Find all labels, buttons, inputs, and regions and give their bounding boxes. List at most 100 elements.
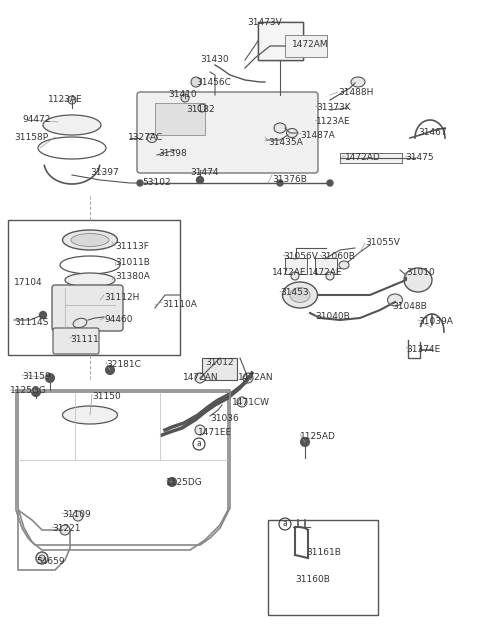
Ellipse shape: [404, 268, 432, 292]
Text: 31380A: 31380A: [115, 272, 150, 281]
Text: 1472AD: 1472AD: [345, 153, 381, 162]
Text: 1472AN: 1472AN: [183, 373, 218, 382]
Text: 31012: 31012: [205, 358, 234, 367]
Bar: [8, 220, 180, 355]
Bar: [258, 22, 303, 60]
Text: 1125DG: 1125DG: [166, 478, 203, 487]
Circle shape: [277, 180, 283, 186]
Ellipse shape: [351, 77, 365, 87]
Text: 1472AM: 1472AM: [292, 40, 329, 49]
Text: 31475: 31475: [405, 153, 433, 162]
Text: 31182: 31182: [186, 105, 215, 114]
Text: 31112H: 31112H: [104, 293, 139, 302]
Circle shape: [36, 552, 48, 564]
Text: 31159: 31159: [22, 372, 51, 381]
FancyBboxPatch shape: [53, 328, 99, 354]
Circle shape: [46, 374, 55, 383]
Text: 31374E: 31374E: [406, 345, 440, 354]
Text: 1472AE: 1472AE: [308, 268, 343, 277]
Circle shape: [60, 525, 70, 535]
Text: 53102: 53102: [142, 178, 170, 187]
Circle shape: [196, 177, 204, 184]
Circle shape: [291, 272, 299, 280]
Ellipse shape: [339, 261, 349, 269]
Text: 31410: 31410: [168, 90, 197, 99]
Text: 31474: 31474: [190, 168, 218, 177]
Text: a: a: [283, 519, 288, 528]
Text: 94460: 94460: [104, 315, 132, 324]
Text: 31158P: 31158P: [14, 133, 48, 142]
Bar: [155, 103, 205, 135]
Circle shape: [243, 373, 253, 383]
Ellipse shape: [65, 273, 115, 287]
Circle shape: [106, 365, 115, 374]
Text: 31456C: 31456C: [196, 78, 231, 87]
Text: 31373K: 31373K: [316, 103, 350, 112]
Ellipse shape: [283, 282, 317, 308]
Circle shape: [39, 311, 47, 318]
FancyBboxPatch shape: [137, 92, 318, 173]
Text: 54659: 54659: [36, 557, 65, 566]
Text: 31111: 31111: [70, 335, 99, 344]
Bar: [315, 258, 337, 274]
Text: 31150: 31150: [92, 392, 121, 401]
Text: 31487A: 31487A: [300, 131, 335, 140]
Text: 31036: 31036: [210, 414, 239, 423]
Text: 1471CW: 1471CW: [232, 398, 270, 407]
Ellipse shape: [62, 230, 118, 250]
Ellipse shape: [73, 318, 87, 327]
Text: 31376B: 31376B: [272, 175, 307, 184]
Text: 31397: 31397: [90, 168, 119, 177]
Text: 31473V: 31473V: [248, 18, 282, 27]
Bar: [258, 22, 303, 60]
Text: 31435A: 31435A: [268, 138, 303, 147]
Ellipse shape: [147, 134, 157, 143]
Circle shape: [195, 425, 205, 435]
Bar: [285, 35, 327, 57]
Circle shape: [68, 96, 76, 104]
Text: 31453: 31453: [280, 288, 309, 297]
Circle shape: [300, 437, 310, 446]
Text: 1125GG: 1125GG: [10, 386, 47, 395]
Text: 31110A: 31110A: [162, 300, 197, 309]
Text: 1123AE: 1123AE: [316, 117, 350, 126]
Ellipse shape: [62, 406, 118, 424]
FancyBboxPatch shape: [52, 285, 123, 331]
Circle shape: [195, 373, 205, 383]
Text: 31488H: 31488H: [338, 88, 373, 97]
Circle shape: [137, 180, 143, 186]
Ellipse shape: [290, 288, 310, 302]
Bar: [285, 258, 307, 274]
Text: 31109: 31109: [62, 510, 91, 519]
Circle shape: [168, 478, 177, 487]
Text: 31011B: 31011B: [115, 258, 150, 267]
Text: 1327AC: 1327AC: [128, 133, 163, 142]
Text: 31056V: 31056V: [283, 252, 318, 261]
Ellipse shape: [274, 123, 286, 133]
Circle shape: [181, 94, 189, 102]
Text: 17104: 17104: [14, 278, 43, 287]
Ellipse shape: [287, 128, 298, 137]
Text: 31467: 31467: [418, 128, 446, 137]
Text: 1123AE: 1123AE: [48, 95, 83, 104]
Text: 31398: 31398: [158, 149, 187, 158]
Bar: [202, 358, 237, 380]
Text: 31039A: 31039A: [418, 317, 453, 326]
Text: 31060B: 31060B: [320, 252, 355, 261]
Text: 1125AD: 1125AD: [300, 432, 336, 441]
Circle shape: [73, 511, 83, 521]
Text: 31161B: 31161B: [306, 548, 341, 557]
Ellipse shape: [387, 294, 403, 306]
Text: 1472AN: 1472AN: [238, 373, 274, 382]
Text: 31055V: 31055V: [365, 238, 400, 247]
Text: 31040B: 31040B: [315, 312, 350, 321]
Text: 31048B: 31048B: [392, 302, 427, 311]
Circle shape: [326, 272, 334, 280]
Text: 1471EE: 1471EE: [198, 428, 232, 437]
Text: 94472: 94472: [22, 115, 50, 124]
Circle shape: [32, 388, 40, 397]
Ellipse shape: [43, 115, 101, 135]
Text: 1472AE: 1472AE: [272, 268, 307, 277]
Circle shape: [327, 180, 333, 186]
Bar: [340, 153, 402, 163]
